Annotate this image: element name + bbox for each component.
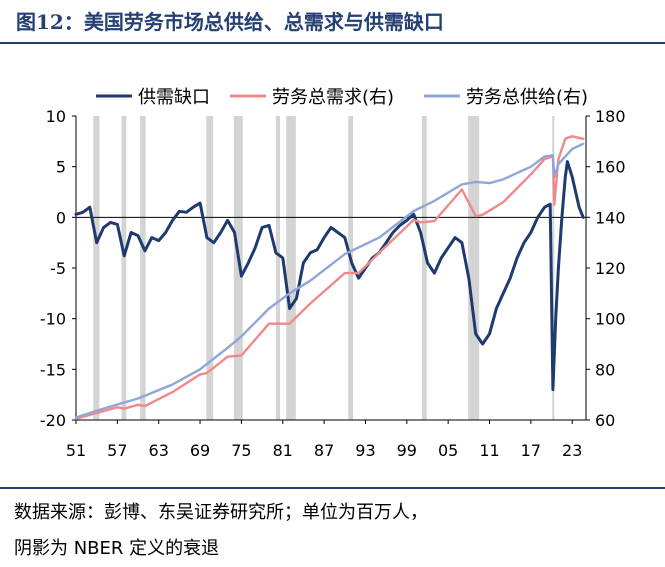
left-tick-label: -15: [40, 360, 66, 379]
x-tick-label: 63: [149, 441, 169, 460]
x-tick-label: 81: [273, 441, 293, 460]
recession-band-1: [121, 116, 127, 420]
legend-label-1: 劳务总需求(右): [272, 87, 394, 108]
recession-band-9: [468, 116, 480, 420]
right-tick-label: 100: [595, 310, 626, 329]
right-tick-label: 60: [595, 411, 615, 430]
right-tick-label: 80: [595, 360, 615, 379]
series-line-2: [74, 142, 585, 419]
recession-band-6: [286, 116, 296, 420]
top-rule: [0, 42, 665, 44]
left-tick-label: 0: [56, 208, 66, 227]
recession-band-8: [421, 116, 427, 420]
left-tick-label: -10: [40, 310, 66, 329]
x-tick-label: 57: [107, 441, 127, 460]
x-tick-label: 69: [190, 441, 210, 460]
right-tick-label: 120: [595, 259, 626, 278]
series-line-0: [74, 160, 585, 392]
right-tick-label: 160: [595, 158, 626, 177]
x-tick-label: 99: [397, 441, 417, 460]
x-tick-label: 17: [521, 441, 541, 460]
left-tick-label: 5: [56, 158, 66, 177]
x-tick-label: 11: [479, 441, 499, 460]
source-note-line2: 阴影为 NBER 定义的衰退: [14, 538, 220, 559]
left-tick-label: -20: [40, 411, 66, 430]
legend-label-2: 劳务总供给(右): [466, 87, 588, 108]
recession-band-0: [93, 116, 100, 420]
left-tick-label: 10: [46, 107, 66, 126]
x-tick-label: 75: [231, 441, 251, 460]
recession-band-10: [552, 116, 555, 420]
right-tick-label: 180: [595, 107, 626, 126]
series-line-1: [74, 135, 585, 420]
x-tick-label: 23: [562, 441, 582, 460]
recession-band-4: [233, 116, 243, 420]
left-tick-label: -5: [50, 259, 66, 278]
recession-band-2: [140, 116, 146, 420]
legend-label-0: 供需缺口: [138, 87, 210, 108]
x-tick-label: 93: [355, 441, 375, 460]
source-note-line1: 数据来源：彭博、东吴证券研究所；单位为百万人，: [14, 502, 428, 523]
recession-band-5: [275, 116, 280, 420]
bottom-rule: [0, 487, 665, 489]
x-tick-label: 51: [66, 441, 86, 460]
x-tick-label: 87: [314, 441, 334, 460]
figure-title: 图12：美国劳务市场总供给、总需求与供需缺口: [16, 10, 444, 34]
recession-band-3: [206, 116, 214, 420]
recession-band-7: [348, 116, 354, 420]
right-tick-label: 140: [595, 208, 626, 227]
x-tick-label: 05: [438, 441, 458, 460]
